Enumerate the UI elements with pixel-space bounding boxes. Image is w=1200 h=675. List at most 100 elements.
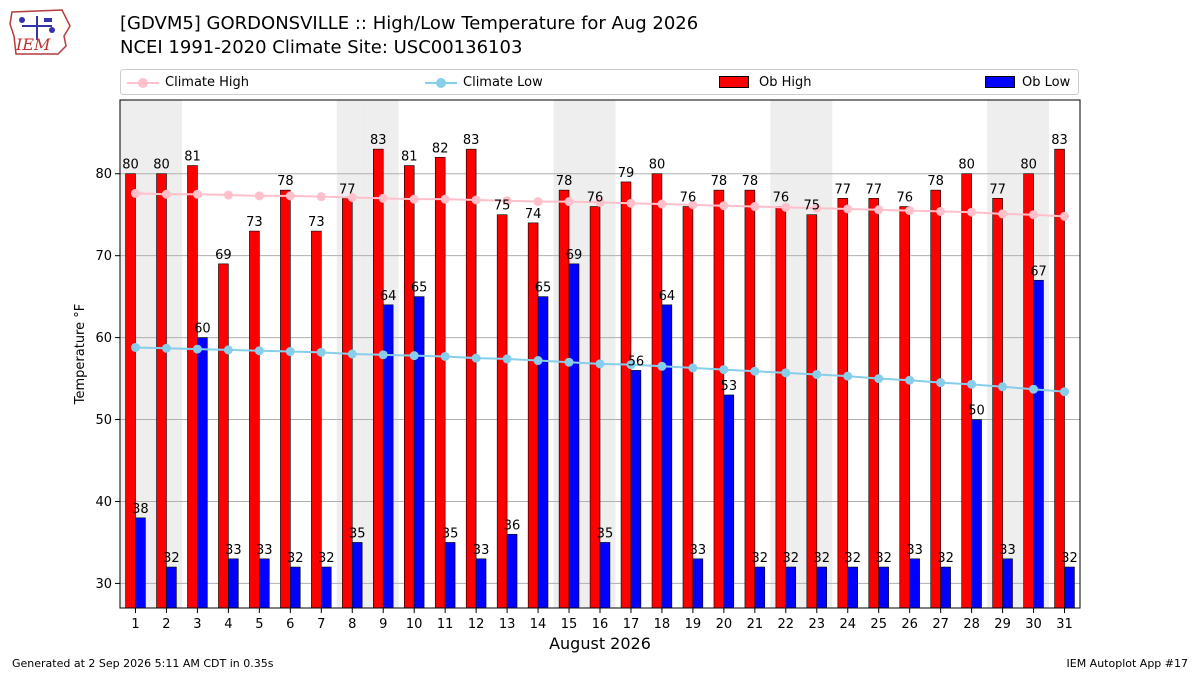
climate-low-point — [1029, 384, 1039, 394]
x-tick-label: 14 — [530, 617, 547, 632]
ob-low-bar — [475, 558, 487, 609]
generated-timestamp: Generated at 2 Sep 2026 5:11 AM CDT in 0… — [12, 657, 274, 670]
ob-high-label: 77 — [339, 182, 356, 197]
climate-low-point — [161, 343, 171, 353]
ob-high-bar — [403, 165, 415, 609]
ob-high-label: 81 — [401, 150, 418, 165]
ob-low-label: 36 — [504, 518, 521, 533]
app-credit: IEM Autoplot App #17 — [1066, 657, 1189, 670]
climate-high-point — [781, 202, 791, 212]
legend-climate-high-label: Climate High — [165, 75, 250, 90]
climate-high-point — [223, 190, 233, 200]
climate-low-point — [967, 379, 977, 389]
climate-high-point — [936, 206, 946, 216]
plot-frame — [119, 99, 1081, 609]
ob-high-label: 78 — [711, 174, 728, 189]
ob-high-bar — [342, 198, 353, 609]
x-tick-label: 17 — [623, 617, 640, 632]
x-tick-label: 31 — [1056, 617, 1073, 632]
x-tick-label: 26 — [901, 617, 918, 632]
ob-low-label: 50 — [968, 404, 985, 419]
climate-low-point — [316, 347, 326, 357]
legend-ob-high-label: Ob High — [759, 75, 812, 90]
x-tick-label: 16 — [592, 617, 609, 632]
legend-ob-low-label: Ob Low — [1022, 75, 1071, 90]
climate-low-point — [409, 351, 419, 361]
ob-low-label: 32 — [752, 551, 769, 566]
ob-low-label: 35 — [349, 526, 366, 541]
climate-low-point — [1060, 387, 1070, 397]
ob-low-bar — [816, 566, 827, 609]
ob-high-label: 83 — [463, 133, 480, 148]
climate-high-point — [998, 209, 1008, 219]
ob-low-bar — [568, 263, 580, 609]
climate-low-point — [781, 368, 791, 378]
logo-text: IEM — [15, 35, 51, 54]
legend-ob-low: Ob Low — [983, 74, 1078, 91]
ob-high-label: 73 — [308, 215, 325, 230]
ob-low-label: 32 — [287, 551, 304, 566]
ob-low-label: 32 — [813, 551, 830, 566]
x-tick-label: 22 — [778, 617, 795, 632]
ob-high-label: 78 — [742, 174, 759, 189]
ob-low-bar — [692, 558, 704, 609]
y-axis-label: Temperature °F — [73, 304, 88, 405]
x-tick-label: 15 — [561, 617, 578, 632]
legend-climate-low-label: Climate Low — [463, 75, 543, 90]
ob-high-label: 78 — [927, 174, 944, 189]
climate-low-point — [192, 344, 202, 354]
climate-low-point — [471, 353, 481, 363]
y-tick-label: 30 — [95, 577, 112, 592]
ob-low-label: 33 — [690, 543, 707, 558]
ob-low-bar — [413, 296, 425, 609]
climate-low-point — [440, 351, 450, 361]
ob-low-bar — [506, 533, 518, 609]
climate-low-point — [347, 349, 357, 359]
legend-climate-low: Climate Low — [425, 74, 625, 91]
y-tick-label: 80 — [95, 167, 112, 182]
ob-low-bar — [909, 558, 920, 609]
ob-high-label: 75 — [494, 199, 511, 214]
ob-low-bar — [754, 566, 766, 609]
climate-low-point — [595, 359, 605, 369]
ob-low-label: 32 — [937, 551, 954, 566]
ob-low-bar — [661, 304, 673, 609]
iem-logo: IEM — [9, 9, 71, 55]
climate-low-point — [285, 347, 295, 357]
ob-low-bar — [228, 558, 239, 609]
y-tick-label: 50 — [95, 413, 112, 428]
ob-high-bar — [961, 173, 972, 609]
climate-high-point — [471, 195, 481, 205]
ob-high-bar — [775, 206, 787, 609]
ob-low-label: 32 — [875, 551, 892, 566]
ob-low-bar — [351, 542, 363, 609]
ob-high-bar — [620, 181, 632, 609]
climate-low-point — [564, 357, 574, 367]
ob-low-bar — [971, 419, 982, 609]
ob-high-bar — [837, 198, 849, 609]
x-tick-label: 7 — [317, 617, 325, 632]
x-tick-label: 25 — [870, 617, 887, 632]
ob-low-label: 32 — [318, 551, 335, 566]
x-tick-label: 11 — [437, 617, 454, 632]
climate-low-point — [254, 346, 264, 356]
ob-low-bar — [1033, 279, 1044, 609]
ob-low-bar — [444, 542, 456, 609]
climate-high-point — [595, 197, 605, 207]
ob-low-bar — [166, 566, 177, 609]
ob-low-label: 67 — [1030, 264, 1047, 279]
ob-low-label: 35 — [442, 526, 459, 541]
climate-high-point — [316, 192, 326, 202]
ob-low-label: 64 — [659, 289, 676, 304]
x-tick-label: 20 — [716, 617, 733, 632]
climate-high-point — [254, 191, 264, 201]
ob-high-label: 80 — [958, 158, 975, 173]
x-tick-label: 9 — [379, 617, 387, 632]
climate-high-point — [533, 197, 543, 207]
climate-low-point — [750, 366, 760, 376]
ob-high-label: 76 — [773, 191, 790, 206]
climate-low-point — [719, 365, 729, 375]
climate-low-point — [657, 361, 667, 371]
x-tick-label: 21 — [747, 617, 764, 632]
ob-low-label: 56 — [628, 354, 645, 369]
